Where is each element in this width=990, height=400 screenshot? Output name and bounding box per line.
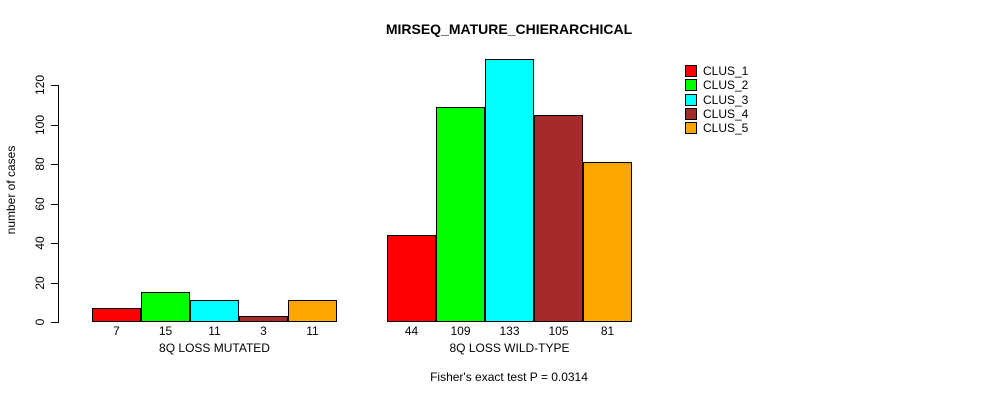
bar-clus_4-group1 (239, 316, 288, 322)
legend-item: CLUS_3 (685, 93, 748, 107)
y-tick (51, 124, 58, 126)
x-group-label: 8Q LOSS MUTATED (159, 341, 270, 355)
legend-label: CLUS_3 (703, 92, 749, 107)
legend-item: CLUS_2 (685, 78, 748, 92)
y-tick-label: 0 (33, 318, 47, 326)
y-tick-label: 20 (33, 275, 47, 290)
y-tick-label: 60 (33, 196, 47, 211)
bar-clus_4-group2 (534, 115, 583, 322)
y-tick-label: 80 (33, 157, 47, 171)
y-tick-label: 40 (33, 236, 47, 250)
legend-swatch (685, 93, 697, 106)
bar-value-label: 105 (548, 324, 569, 338)
legend-swatch (685, 65, 697, 78)
bar-value-label: 11 (208, 324, 221, 338)
bar-value-label: 11 (306, 324, 319, 338)
bar-clus_2-group2 (436, 107, 485, 322)
legend-swatch (685, 108, 697, 121)
legend-swatch (685, 79, 697, 92)
bar-clus_3-group2 (485, 59, 534, 322)
y-tick (51, 322, 58, 323)
legend-swatch (685, 122, 697, 135)
bar-clus_5-group1 (288, 300, 337, 322)
bar-value-label: 109 (450, 324, 471, 338)
y-tick (51, 203, 58, 205)
bar-value-label: 44 (404, 324, 419, 338)
y-tick-label: 100 (33, 114, 47, 135)
legend-label: CLUS_1 (703, 64, 749, 79)
legend-label: CLUS_2 (703, 78, 749, 93)
bar-value-label: 15 (158, 324, 173, 338)
chart-title: MIRSEQ_MATURE_CHIERARCHICAL (385, 21, 633, 37)
bar-value-label: 81 (600, 324, 615, 338)
x-group-label: 8Q LOSS WILD-TYPE (449, 341, 570, 355)
legend-item: CLUS_1 (685, 64, 748, 78)
y-tick-label: 120 (33, 74, 47, 96)
bar-clus_5-group2 (583, 162, 632, 322)
fisher-test-annotation: Fisher's exact test P = 0.0314 (430, 370, 588, 384)
y-tick (51, 85, 58, 86)
bar-value-label: 7 (113, 324, 120, 338)
y-tick (51, 282, 58, 284)
legend-item: CLUS_5 (685, 121, 748, 135)
bar-clus_2-group1 (141, 292, 190, 322)
y-axis-line (58, 85, 59, 323)
y-tick (51, 243, 58, 244)
legend-label: CLUS_5 (703, 121, 749, 136)
bar-value-label: 3 (260, 324, 267, 338)
bar-clus_1-group2 (387, 235, 436, 322)
bar-value-label: 133 (499, 324, 520, 338)
legend-label: CLUS_4 (703, 107, 749, 122)
legend-item: CLUS_4 (685, 107, 748, 121)
bar-clus_1-group1 (92, 308, 141, 322)
bar-clus_3-group1 (190, 300, 239, 322)
legend: CLUS_1 CLUS_2 CLUS_3 CLUS_4 CLUS_5 (685, 64, 748, 135)
y-tick (51, 164, 58, 165)
